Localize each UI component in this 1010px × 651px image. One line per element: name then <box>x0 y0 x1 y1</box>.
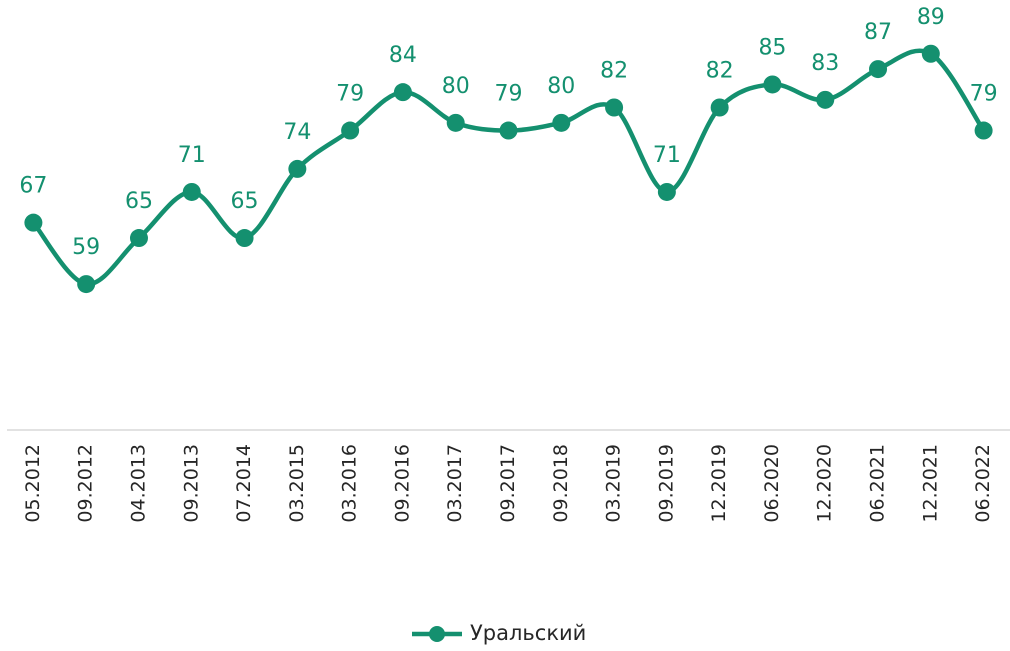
data-point <box>129 229 148 248</box>
data-label: 67 <box>19 174 47 199</box>
data-point <box>235 229 254 248</box>
data-point <box>605 98 624 117</box>
data-point <box>921 44 940 63</box>
data-point <box>77 275 96 294</box>
data-label: 83 <box>811 51 839 76</box>
data-label: 87 <box>864 20 892 45</box>
x-tick-label: 12.2021 <box>919 444 941 523</box>
data-label: 82 <box>600 59 628 84</box>
data-label: 84 <box>389 43 417 68</box>
data-label: 79 <box>970 82 998 107</box>
data-point <box>499 121 518 140</box>
legend-marker <box>429 626 445 642</box>
x-tick-label: 09.2012 <box>75 444 97 523</box>
data-point <box>288 159 307 178</box>
x-tick-label: 09.2018 <box>550 444 572 523</box>
x-tick-label: 04.2013 <box>127 444 149 523</box>
x-tick-label: 06.2022 <box>972 444 994 523</box>
data-point <box>657 182 676 201</box>
x-tick-label: 03.2019 <box>603 444 625 523</box>
x-tick-label: 12.2020 <box>814 444 836 523</box>
x-tick-label: 03.2015 <box>286 444 308 523</box>
data-point <box>393 83 412 102</box>
x-tick-label: 12.2019 <box>708 444 730 523</box>
x-tick-label: 03.2016 <box>339 444 361 523</box>
data-label: 79 <box>336 82 364 107</box>
data-point <box>816 90 835 109</box>
data-label: 89 <box>917 5 945 30</box>
data-point <box>341 121 360 140</box>
data-label: 71 <box>653 143 681 168</box>
data-point <box>974 121 993 140</box>
data-label: 82 <box>706 59 734 84</box>
x-tick-label: 05.2012 <box>22 444 44 523</box>
x-tick-label: 06.2020 <box>761 444 783 523</box>
data-label: 85 <box>758 35 786 60</box>
data-label: 80 <box>547 74 575 99</box>
data-label: 65 <box>231 189 259 214</box>
data-point <box>24 213 43 232</box>
data-label: 74 <box>283 120 311 145</box>
data-label: 71 <box>178 143 206 168</box>
data-point <box>763 75 782 94</box>
x-tick-label: 09.2017 <box>497 444 519 523</box>
x-tick-label: 09.2013 <box>180 444 202 523</box>
x-tick-label: 09.2016 <box>391 444 413 523</box>
x-tick-label: 07.2014 <box>233 444 255 523</box>
x-tick-label: 06.2021 <box>867 444 889 523</box>
x-tick-label: 09.2019 <box>655 444 677 523</box>
data-label: 59 <box>72 235 100 260</box>
data-point <box>710 98 729 117</box>
x-tick-label: 03.2017 <box>444 444 466 523</box>
data-label: 79 <box>495 82 523 107</box>
data-label: 80 <box>442 74 470 99</box>
legend-label: Уральский <box>470 621 586 645</box>
data-point <box>552 113 571 132</box>
data-point <box>446 113 465 132</box>
data-point <box>869 60 888 79</box>
data-label: 65 <box>125 189 153 214</box>
data-point <box>182 182 201 201</box>
